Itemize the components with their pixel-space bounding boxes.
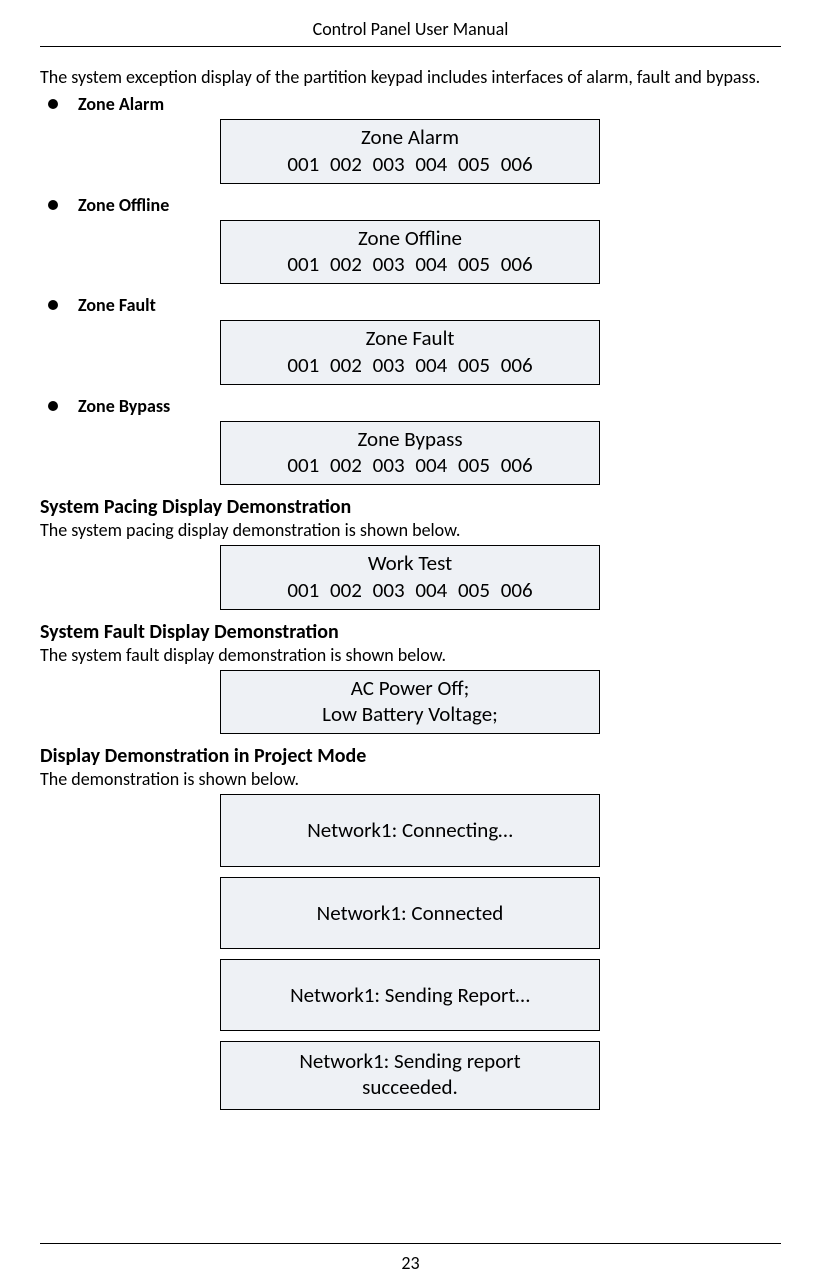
display-numbers: 001 002 003 004 005 006: [227, 452, 593, 478]
display-zone-fault: Zone Fault 001 002 003 004 005 006: [220, 320, 600, 385]
bullet-zone-bypass: Zone Bypass: [48, 395, 781, 417]
display-zone-offline: Zone Offline 001 002 003 004 005 006: [220, 220, 600, 285]
bullet-label-zone-offline: Zone Offline: [78, 194, 169, 216]
display-line-2: succeeded.: [227, 1074, 593, 1100]
display-text: Network1: Sending Report…: [290, 982, 530, 1008]
bullet-zone-alarm: Zone Alarm: [48, 93, 781, 115]
display-numbers: 001 002 003 004 005 006: [227, 251, 593, 277]
display-title: Zone Alarm: [227, 124, 593, 150]
bullet-zone-fault: Zone Fault: [48, 294, 781, 316]
display-numbers: 001 002 003 004 005 006: [227, 577, 593, 603]
bullet-label-zone-bypass: Zone Bypass: [78, 395, 170, 417]
body-project: The demonstration is shown below.: [40, 768, 781, 790]
doc-header: Control Panel User Manual: [40, 18, 781, 47]
display-text: Network1: Connecting…: [307, 817, 512, 843]
display-line-1: Network1: Sending report: [227, 1048, 593, 1074]
bullet-icon: [48, 401, 58, 411]
bullet-icon: [48, 300, 58, 310]
bullet-icon: [48, 200, 58, 210]
display-line-2: Low Battery Voltage;: [227, 701, 593, 727]
display-system-fault: AC Power Off; Low Battery Voltage;: [220, 670, 600, 735]
display-net-connecting: Network1: Connecting…: [220, 794, 600, 866]
heading-fault: System Fault Display Demonstration: [40, 620, 781, 644]
heading-pacing: System Pacing Display Demonstration: [40, 495, 781, 519]
heading-project: Display Demonstration in Project Mode: [40, 744, 781, 768]
display-numbers: 001 002 003 004 005 006: [227, 352, 593, 378]
page-number: 23: [401, 1252, 419, 1274]
display-zone-alarm: Zone Alarm 001 002 003 004 005 006: [220, 119, 600, 184]
bullet-label-zone-alarm: Zone Alarm: [78, 93, 164, 115]
display-title: Zone Fault: [227, 325, 593, 351]
display-net-succeeded: Network1: Sending report succeeded.: [220, 1041, 600, 1110]
display-line-1: AC Power Off;: [227, 675, 593, 701]
body-pacing: The system pacing display demonstration …: [40, 519, 781, 541]
display-text: Network1: Connected: [317, 900, 504, 926]
intro-text: The system exception display of the part…: [40, 65, 781, 89]
page-footer: 23: [40, 1243, 781, 1274]
body-fault: The system fault display demonstration i…: [40, 644, 781, 666]
display-zone-bypass: Zone Bypass 001 002 003 004 005 006: [220, 421, 600, 486]
display-net-sending: Network1: Sending Report…: [220, 959, 600, 1031]
bullet-icon: [48, 99, 58, 109]
display-work-test: Work Test 001 002 003 004 005 006: [220, 545, 600, 610]
display-title: Work Test: [227, 550, 593, 576]
display-net-connected: Network1: Connected: [220, 877, 600, 949]
display-title: Zone Bypass: [227, 426, 593, 452]
bullet-label-zone-fault: Zone Fault: [78, 294, 156, 316]
display-title: Zone Offline: [227, 225, 593, 251]
display-numbers: 001 002 003 004 005 006: [227, 151, 593, 177]
bullet-zone-offline: Zone Offline: [48, 194, 781, 216]
